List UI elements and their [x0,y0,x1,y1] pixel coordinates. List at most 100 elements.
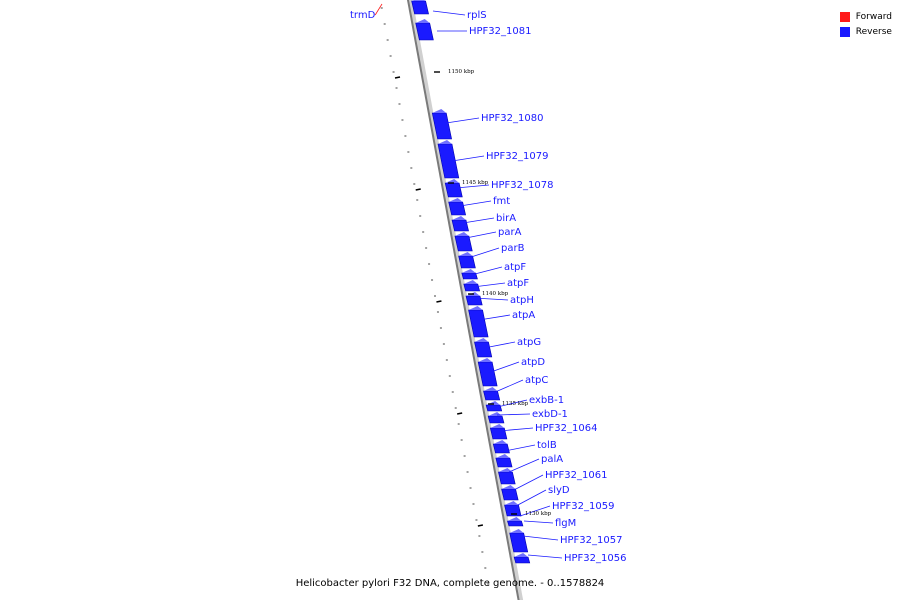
label-leader-line [498,427,534,432]
gene-label: atpG [517,337,541,348]
gene-block [507,520,524,527]
gene-label: HPF32_1061 [545,470,607,481]
gene-block [451,219,469,232]
label-leader-line [451,155,485,162]
backbone-shadow [407,0,524,600]
gene-block [458,255,476,269]
label-leader-line [374,3,383,16]
gene-arrow-tip [451,216,466,220]
label-leader-line [483,341,516,349]
label-leader-line [504,444,536,452]
kbp-label: 1135 kbp [502,401,529,407]
gene-label: HPF32_1064 [535,423,597,434]
gene-block [483,390,501,401]
label-leader-line [511,474,544,492]
gene-block [454,235,473,252]
kbp-label: 1145 kbp [462,180,489,186]
gene-label: HPF32_1059 [552,501,614,512]
label-leader-line [467,247,500,259]
gene-arrow-tip [432,109,447,113]
label-leader-line [527,554,563,559]
gene-block [495,457,513,468]
gene-arrow-tip [463,280,478,284]
label-leader-line [472,282,506,288]
gene-label: exbB-1 [529,395,564,406]
gene-labels: trmD rplS HPF32_1081 HPF32_1080 HPF32_1079 HP… [350,10,626,564]
kbp-label: 1150 kbp [448,69,475,75]
gene-arrow-tip [411,0,426,1]
label-leader-line [455,184,490,189]
kbp-markers: 1150 kbp 1145 kbp 1140 kbp 1135 kbp 1130 kbp [434,69,552,517]
major-tick-mark [415,188,421,191]
gene-label: atpA [512,310,535,321]
gene-block [513,556,531,564]
major-tick-mark [457,412,463,415]
gene-arrow-tip [488,412,503,416]
major-tick-mark [477,524,484,527]
gene-label: birA [496,213,516,224]
label-leader-line [470,266,503,276]
gene-block [444,182,463,198]
gene-arrow-tip [448,198,463,202]
gene-arrow-tip [474,338,489,342]
label-leader-line [459,200,492,207]
gene-block [489,427,508,440]
gene-block [448,201,467,216]
gene-arrow-tip [507,517,522,521]
label-leader-line [508,458,540,473]
gene-arrow-tip [490,424,505,428]
label-leader-line [487,361,520,374]
gene-label: HPF32_1078 [491,180,553,191]
gene-features [411,0,531,564]
forward-swatch [839,11,850,22]
gene-block [474,341,493,358]
gene-block [501,488,519,501]
legend-reverse: Reverse [839,24,892,39]
forward-label: Forward [855,11,892,22]
kbp-label: 1140 kbp [482,291,509,297]
gene-block [465,295,483,306]
major-tick-mark [436,300,442,303]
major-tick-mark [394,76,401,79]
gene-label: atpD [521,357,545,368]
reverse-label: Reverse [855,26,892,37]
label-leader-line [462,217,495,224]
gene-label: flgM [555,518,576,529]
gene-arrow-tip [437,140,452,144]
gene-arrow-tip [514,553,529,557]
gene-arrow-tip [498,468,513,472]
gene-label: rplS [467,10,487,21]
gene-label: trmD [350,10,376,21]
label-leaders [374,3,563,559]
gene-arrow-tip [501,485,516,489]
gene-label: atpC [525,375,548,386]
label-leader-line [465,231,497,239]
gene-arrow-tip [468,306,483,310]
label-leader-line [522,535,559,541]
gene-label: HPF32_1057 [560,535,622,546]
gene-arrow-tip [493,440,508,444]
gene-block [498,471,516,485]
label-leader-line [492,399,528,409]
label-leader-line [519,505,551,517]
label-leader-line [492,379,524,394]
gene-arrow-tip [495,454,510,458]
tick-marks [380,7,490,585]
gene-arrow-tip [461,269,476,273]
legend: Forward Reverse [839,9,892,39]
map-caption: Helicobacter pylori F32 DNA, complete ge… [295,578,605,589]
gene-label: HPF32_1081 [469,26,531,37]
label-leader-line [473,297,509,301]
gene-label: atpF [504,262,526,273]
gene-block [492,443,510,454]
gene-label: HPF32_1079 [486,151,548,162]
gene-label: exbD-1 [532,409,568,420]
label-leader-line [478,314,511,321]
backbone-line [406,0,520,600]
gene-block [487,415,505,424]
label-leader-line [432,10,466,16]
gene-arrow-tip [483,387,498,391]
gene-label: tolB [537,440,557,451]
gene-arrow-tip [504,501,519,505]
label-leader-line [496,413,531,416]
